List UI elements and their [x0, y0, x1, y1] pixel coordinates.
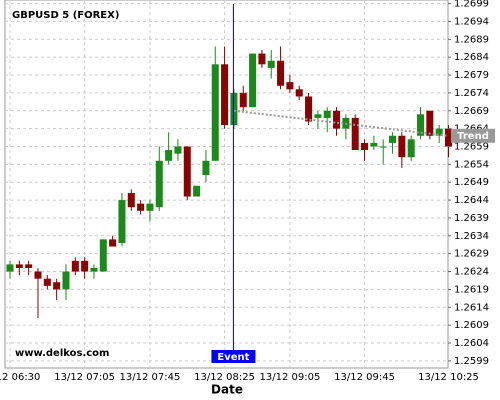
- candle-body: [370, 142, 378, 147]
- candle-body: [286, 82, 294, 90]
- candle-body: [426, 110, 434, 136]
- candle-body: [137, 203, 145, 211]
- candle-body: [221, 64, 229, 126]
- candle-body: [71, 260, 79, 272]
- y-tick-label: 1.2604: [454, 338, 489, 349]
- candle-body: [81, 260, 89, 272]
- candle-body: [379, 146, 387, 148]
- y-tick-label: 1.2614: [454, 302, 489, 313]
- candle-body: [407, 139, 415, 158]
- y-tick-label: 1.2634: [454, 231, 489, 242]
- y-tick-label: 1.2654: [454, 159, 489, 170]
- candle-body: [239, 92, 247, 108]
- candle-body: [305, 96, 313, 122]
- x-axis-label: Date: [211, 383, 243, 397]
- candle-body: [118, 200, 126, 243]
- x-tick-label: 13/12 07:45: [120, 372, 181, 383]
- candle-body: [314, 114, 322, 118]
- candle-body: [323, 110, 331, 118]
- candle-body: [202, 160, 210, 176]
- x-tick-label: 13/12 08:25: [194, 372, 255, 383]
- x-tick-label: 13/12 10:25: [418, 372, 479, 383]
- candle-body: [90, 267, 98, 272]
- candle-body: [193, 185, 201, 197]
- y-tick-label: 1.2699: [454, 0, 489, 10]
- trend-label-box: [451, 128, 495, 143]
- candle-body: [146, 203, 154, 211]
- y-tick-label: 1.2659: [454, 141, 489, 152]
- candle-body: [165, 150, 173, 161]
- candle-body: [398, 135, 406, 158]
- candle-body: [155, 160, 163, 208]
- y-tick-label: 1.2674: [454, 88, 489, 99]
- y-tick-label: 1.2639: [454, 213, 489, 224]
- x-tick-label: 13/12 09:45: [334, 372, 395, 383]
- candle-body: [445, 128, 453, 147]
- candle-body: [109, 239, 117, 247]
- y-tick-label: 1.2649: [454, 177, 489, 188]
- candle-body: [277, 60, 285, 86]
- y-tick-label: 1.2599: [454, 356, 489, 367]
- candle-body: [249, 53, 257, 108]
- event-label: Event: [217, 352, 249, 363]
- candle-body: [333, 110, 341, 129]
- candle-body: [211, 64, 219, 161]
- candle-body: [127, 192, 135, 208]
- candle-body: [15, 264, 23, 268]
- y-tick-label: 1.2694: [454, 16, 489, 27]
- candle-body: [99, 239, 107, 272]
- plot-frame: [4, 0, 449, 369]
- x-tick-label: 13/12 07:05: [54, 372, 115, 383]
- candle-body: [183, 146, 191, 197]
- y-tick-label: 1.2644: [454, 195, 489, 206]
- candle-body: [389, 135, 397, 143]
- trend-label: Trend: [457, 131, 489, 142]
- candle-body: [53, 282, 61, 290]
- y-tick-label: 1.2689: [454, 34, 489, 45]
- candle-body: [174, 146, 182, 154]
- candle-body: [361, 142, 369, 151]
- y-tick-label: 1.2679: [454, 70, 489, 81]
- y-tick-label: 1.2669: [454, 106, 489, 117]
- y-tick-label: 1.2619: [454, 284, 489, 295]
- candle-body: [417, 114, 425, 136]
- y-tick-label: 1.2609: [454, 320, 489, 331]
- candle-body: [34, 271, 42, 279]
- candle-body: [258, 53, 266, 65]
- x-tick-label: 13/12 09:05: [259, 372, 320, 383]
- candle-body: [62, 271, 70, 290]
- candle-body: [295, 89, 303, 97]
- y-tick-label: 1.2684: [454, 52, 489, 63]
- x-tick-label: 13/12 06:30: [0, 372, 40, 383]
- y-tick-label: 1.2624: [454, 267, 489, 278]
- candle-body: [43, 278, 51, 286]
- y-tick-label: 1.2629: [454, 249, 489, 260]
- watermark: www.delkos.com: [15, 348, 109, 359]
- candle-body: [351, 117, 359, 151]
- candle-body: [25, 264, 33, 268]
- candle-body: [435, 128, 443, 136]
- candle-body: [6, 264, 14, 272]
- event-label-box: [211, 350, 256, 363]
- chart-title: GBPUSD 5 (FOREX): [12, 10, 119, 21]
- candle-body: [267, 60, 275, 68]
